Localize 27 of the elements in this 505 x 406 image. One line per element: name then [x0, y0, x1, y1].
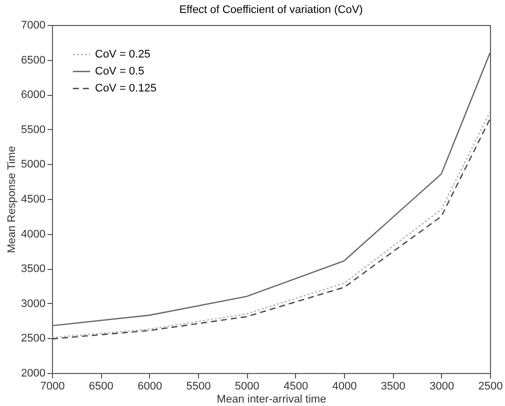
x-tick-label: 5000: [234, 380, 260, 392]
legend-label: CoV = 0.125: [95, 82, 156, 94]
y-tick-label: 4000: [21, 228, 46, 240]
x-tick-label: 2500: [478, 380, 503, 392]
x-tick-label: 6500: [88, 380, 114, 392]
y-tick-label: 3500: [21, 263, 46, 276]
legend-label: CoV = 0.25: [95, 48, 150, 60]
x-tick-label: 5500: [186, 380, 211, 392]
y-tick-label: 3000: [21, 298, 46, 310]
y-tick-label: 7000: [21, 20, 46, 32]
y-tick-label: 5000: [21, 158, 46, 171]
y-tick-label: 6500: [21, 54, 46, 66]
x-tick-label: 3500: [380, 380, 406, 392]
x-tick-label: 6000: [138, 380, 162, 392]
legend-label: CoV = 0.5: [95, 66, 144, 78]
y-tick-label: 2500: [21, 332, 46, 345]
x-axis-title: Mean inter-arrival time: [216, 394, 326, 406]
x-tick-label: 4500: [284, 380, 308, 392]
y-axis-title: Mean Response Time: [6, 146, 18, 253]
chart-title: Effect of Coefficient of variation (CoV): [179, 4, 363, 16]
y-tick-label: 4500: [21, 194, 46, 206]
y-tick-label: 2000: [21, 368, 46, 380]
y-tick-label: 5500: [21, 124, 46, 136]
x-tick-label: 3000: [430, 380, 454, 392]
y-tick-label: 6000: [21, 89, 46, 102]
x-tick-label: 4000: [332, 380, 357, 392]
x-tick-label: 7000: [40, 380, 65, 392]
